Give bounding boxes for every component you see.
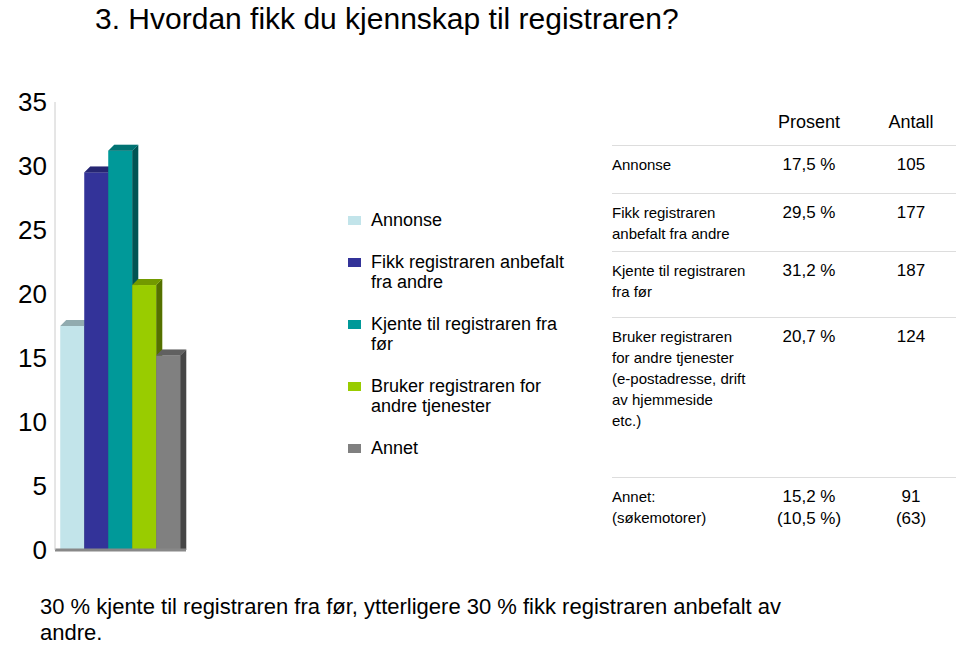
html-text:Annet: Annet [371,438,418,458]
html-text:20,7 %: 20,7 % [782,327,836,346]
svg-text:35: 35 [18,87,47,117]
html-text:Kjente til registraren fra før: Kjente til registraren fra før [371,314,558,354]
svg-text:10: 10 [18,407,47,437]
html-text:(e-postadresse, drift av hjemm: (e-postadresse, drift av hjemmeside etc.… [612,370,746,429]
html-text:(63): (63) [895,509,927,528]
svg-text:20: 20 [18,279,47,309]
html-text:124: 124 [896,327,926,346]
html-text:31,2 %: 31,2 % [782,261,836,280]
html-text:Antall: Antall [888,112,934,132]
html-text:(søkemotorer): (søkemotorer) [612,509,707,526]
html-text:Prosent: Prosent [778,112,840,132]
html-text:Fikk registraren anbefalt fra: Fikk registraren anbefalt fra andre [371,252,565,292]
html-text:105: 105 [896,155,926,174]
svg-text:30: 30 [18,151,47,181]
html-text:3. Hvordan fikk du kjennskap t: 3. Hvordan fikk du kjennskap til registr… [95,2,679,35]
html-text:91: 91 [901,487,921,506]
html-text:30 % kjente til registraren fr: 30 % kjente til registraren fra før, ytt… [40,594,781,645]
html-text:Annonse: Annonse [612,156,672,173]
html-text:Annet:: Annet: [612,488,656,505]
html-text:15,2 %: 15,2 % [782,487,836,506]
html-text:187: 187 [896,261,926,280]
svg-text:5: 5 [33,471,47,501]
html-text:Fikk registraren anbefalt fra: Fikk registraren anbefalt fra andre [612,204,730,242]
html-text:(10,5 %): (10,5 %) [776,509,842,528]
html-text:Kjente til registraren fra før: Kjente til registraren fra før [612,262,746,300]
html-text:29,5 %: 29,5 % [782,203,836,222]
html-text:Annonse: Annonse [371,210,443,230]
html-text:Bruker registraren for andre t: Bruker registraren for andre tjenester [612,328,734,366]
svg-text:15: 15 [18,343,47,373]
svg-text:25: 25 [18,215,47,245]
html-text:17,5 %: 17,5 % [782,155,836,174]
html-text:Bruker registraren for andre t: Bruker registraren for andre tjenester [371,376,542,416]
svg-text:0: 0 [33,535,47,565]
html-text:177: 177 [896,203,926,222]
